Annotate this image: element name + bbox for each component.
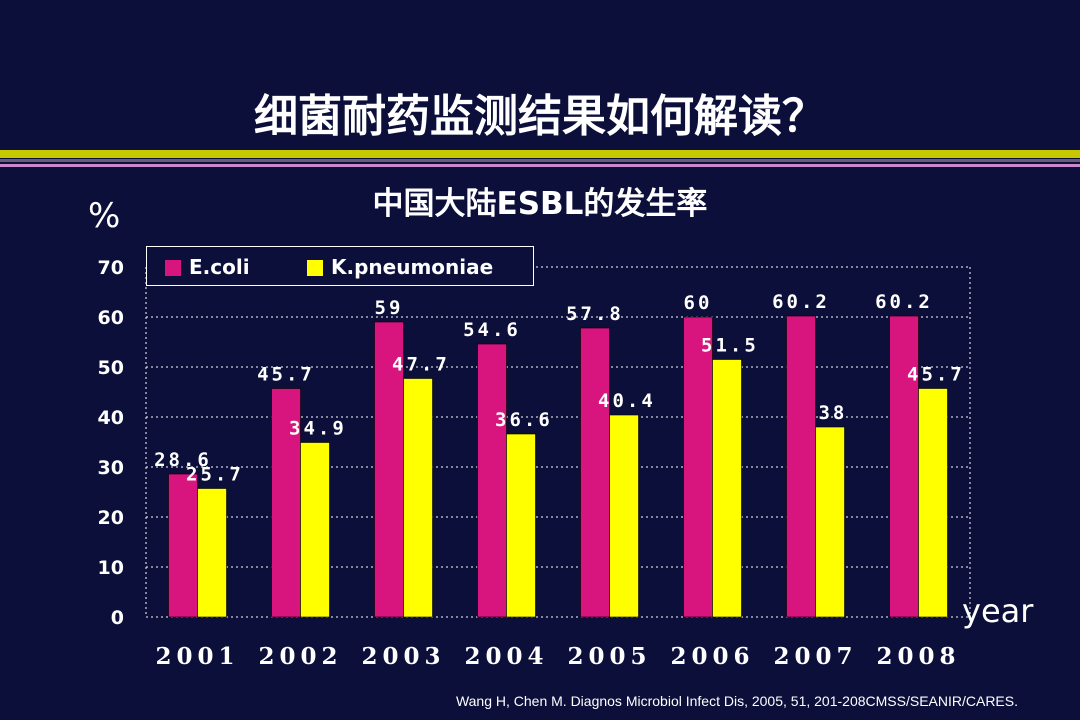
data-label-ecoli: 60.2 xyxy=(875,291,933,313)
chart-gridlines xyxy=(145,266,971,618)
data-label-ecoli: 54.6 xyxy=(463,319,521,341)
data-label-kpneumoniae: 51.5 xyxy=(701,335,759,357)
bar-ecoli xyxy=(889,315,919,618)
y-tick-label: 20 xyxy=(98,507,124,529)
bar-kpneumoniae xyxy=(712,359,742,618)
bar-ecoli xyxy=(683,316,713,618)
header-divider xyxy=(0,150,1080,158)
chart-data-labels: 28.625.7 45.7 34.9 59 47.7 54.6 36.6 57.8 40.4 60… xyxy=(154,291,965,486)
bar-kpneumoniae xyxy=(815,426,845,618)
x-tick-label: 2003 xyxy=(361,643,445,670)
y-tick-label: 0 xyxy=(111,607,124,629)
bar-kpneumoniae xyxy=(918,388,948,618)
bar-ecoli xyxy=(374,321,404,618)
legend-item-kpneumoniae: K.pneumoniae xyxy=(307,255,493,279)
data-label-ecoli: 60 xyxy=(684,292,713,314)
legend-item-ecoli: E.coli xyxy=(165,255,250,279)
data-label-ecoli: 45.7 xyxy=(257,364,315,386)
x-axis-tick-labels: 2001 2002 2003 2004 2005 2006 2007 2008 xyxy=(155,643,960,670)
y-axis-unit: % xyxy=(88,196,121,236)
header-divider-thin xyxy=(0,159,1080,162)
y-tick-label: 60 xyxy=(98,307,124,329)
y-tick-label: 40 xyxy=(98,407,124,429)
bar-ecoli xyxy=(271,388,301,618)
chart-legend: E.coli K.pneumoniae xyxy=(146,246,534,286)
data-label-kpneumoniae: 25.7 xyxy=(186,464,244,486)
data-label-kpneumoniae: 40.4 xyxy=(598,390,656,412)
data-label-ecoli: 59 xyxy=(375,297,404,319)
y-tick-label: 50 xyxy=(98,357,124,379)
x-axis-unit: year xyxy=(962,592,1034,630)
bar-ecoli xyxy=(786,315,816,618)
header-divider-accent xyxy=(0,164,1080,167)
x-tick-label: 2001 xyxy=(155,643,239,670)
bar-ecoli xyxy=(477,343,507,618)
y-tick-label: 10 xyxy=(98,557,124,579)
legend-swatch-kpneumoniae xyxy=(307,260,323,276)
bar-kpneumoniae xyxy=(506,433,536,618)
data-label-kpneumoniae: 36.6 xyxy=(495,409,553,431)
legend-label-kpneumoniae: K.pneumoniae xyxy=(331,255,494,279)
bar-kpneumoniae xyxy=(300,442,330,618)
bar-kpneumoniae xyxy=(197,488,227,618)
legend-label-ecoli: E.coli xyxy=(189,255,250,279)
x-tick-label: 2002 xyxy=(258,643,342,670)
data-label-ecoli: 60.2 xyxy=(772,291,830,313)
data-label-kpneumoniae: 38 xyxy=(818,402,847,424)
chart-bars xyxy=(168,315,948,618)
y-tick-label: 70 xyxy=(98,257,124,279)
x-tick-label: 2007 xyxy=(773,643,857,670)
bar-kpneumoniae xyxy=(609,414,639,618)
x-tick-label: 2005 xyxy=(567,643,651,670)
x-tick-label: 2004 xyxy=(464,643,548,670)
data-label-kpneumoniae: 34.9 xyxy=(289,418,347,440)
y-axis-tick-labels: 0 10 20 30 40 50 60 70 xyxy=(98,257,124,629)
data-label-kpneumoniae: 45.7 xyxy=(907,364,965,386)
data-label-ecoli: 28.6 xyxy=(154,449,212,471)
chart-title: 中国大陆ESBL的发生率 xyxy=(372,186,708,222)
bar-ecoli xyxy=(168,473,198,618)
legend-swatch-ecoli xyxy=(165,260,181,276)
bar-kpneumoniae xyxy=(403,378,433,618)
source-citation: Wang H, Chen M. Diagnos Microbiol Infect… xyxy=(455,693,1018,709)
data-label-kpneumoniae: 47.7 xyxy=(392,354,450,376)
y-tick-label: 30 xyxy=(98,457,124,479)
x-tick-label: 2008 xyxy=(876,643,960,670)
x-tick-label: 2006 xyxy=(670,643,754,670)
slide-title: 细菌耐药监测结果如何解读？ xyxy=(254,91,826,142)
bar-ecoli xyxy=(580,327,610,618)
data-label-ecoli: 57.8 xyxy=(566,303,624,325)
